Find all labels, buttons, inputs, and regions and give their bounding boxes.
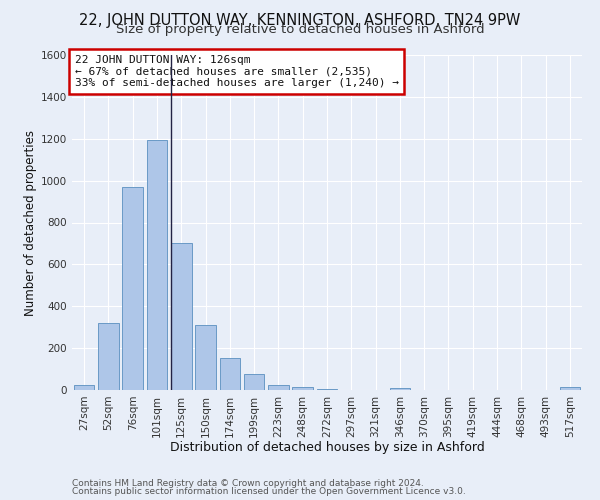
- Text: Size of property relative to detached houses in Ashford: Size of property relative to detached ho…: [116, 22, 484, 36]
- Bar: [244, 374, 265, 390]
- Bar: [292, 387, 313, 390]
- Bar: [560, 387, 580, 390]
- Bar: [98, 323, 119, 390]
- Bar: [220, 358, 240, 390]
- Text: 22, JOHN DUTTON WAY, KENNINGTON, ASHFORD, TN24 9PW: 22, JOHN DUTTON WAY, KENNINGTON, ASHFORD…: [79, 12, 521, 28]
- Text: 22 JOHN DUTTON WAY: 126sqm
← 67% of detached houses are smaller (2,535)
33% of s: 22 JOHN DUTTON WAY: 126sqm ← 67% of deta…: [74, 55, 398, 88]
- Bar: [317, 389, 337, 390]
- Text: Contains public sector information licensed under the Open Government Licence v3: Contains public sector information licen…: [72, 487, 466, 496]
- Text: Contains HM Land Registry data © Crown copyright and database right 2024.: Contains HM Land Registry data © Crown c…: [72, 478, 424, 488]
- Bar: [146, 140, 167, 390]
- Y-axis label: Number of detached properties: Number of detached properties: [24, 130, 37, 316]
- X-axis label: Distribution of detached houses by size in Ashford: Distribution of detached houses by size …: [170, 441, 484, 454]
- Bar: [389, 388, 410, 390]
- Bar: [74, 385, 94, 390]
- Bar: [268, 385, 289, 390]
- Bar: [195, 325, 216, 390]
- Bar: [171, 244, 191, 390]
- Bar: [122, 187, 143, 390]
